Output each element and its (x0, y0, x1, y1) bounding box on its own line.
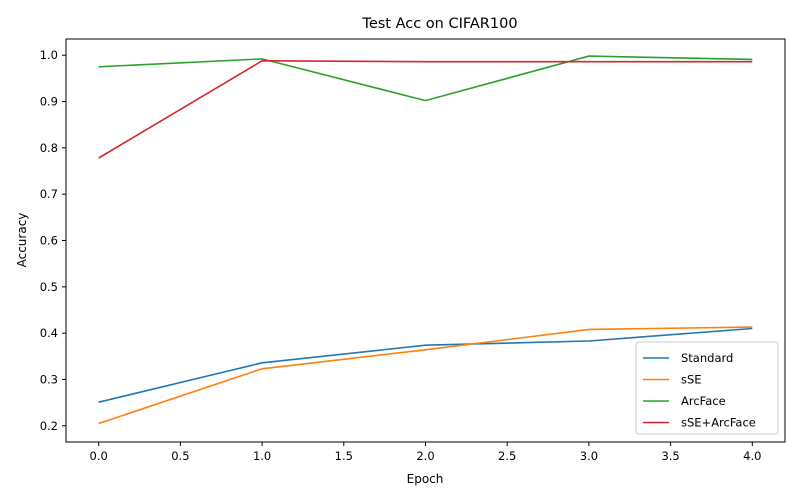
x-axis: 0.0 0.5 1.0 1.5 2.0 2.5 3.0 3.5 4.0 (90, 442, 761, 463)
legend-label-sse: sSE (681, 373, 702, 387)
y-tick-label: 0.6 (40, 234, 58, 248)
series-line-arcface (98, 55, 753, 102)
legend-label-standard: Standard (681, 351, 733, 365)
series-lines (98, 55, 753, 425)
legend-label-sse-arcface: sSE+ArcFace (681, 416, 756, 430)
legend: Standard sSE ArcFace sSE+ArcFace (635, 341, 779, 435)
x-tick-label: 0.5 (171, 449, 189, 463)
series-line-sse (98, 326, 753, 425)
legend-label-arcface: ArcFace (681, 394, 726, 408)
y-tick-label: 0.2 (40, 419, 58, 433)
y-tick-label: 0.9 (40, 95, 58, 109)
y-tick-label: 0.3 (40, 372, 58, 386)
x-tick-label: 2.0 (416, 449, 434, 463)
x-tick-label: 0.0 (90, 449, 108, 463)
x-tick-label: 2.5 (498, 449, 516, 463)
chart-title: Test Acc on CIFAR100 (361, 16, 517, 32)
y-axis: 0.2 0.3 0.4 0.5 0.6 0.7 0.8 0.9 1.0 (40, 48, 66, 433)
x-tick-label: 1.0 (253, 449, 271, 463)
y-tick-label: 0.5 (40, 280, 58, 294)
y-tick-label: 0.7 (40, 187, 58, 201)
x-axis-label: Epoch (407, 472, 444, 486)
series-line-standard (98, 327, 753, 403)
y-tick-label: 1.0 (40, 48, 58, 62)
x-tick-label: 1.5 (335, 449, 353, 463)
x-tick-label: 3.5 (661, 449, 679, 463)
x-tick-label: 4.0 (743, 449, 761, 463)
legend-box (635, 341, 779, 435)
series-line-sse-arcface (98, 59, 753, 159)
y-axis-label: Accuracy (15, 213, 29, 268)
y-tick-label: 0.4 (40, 326, 58, 340)
x-tick-label: 3.0 (580, 449, 598, 463)
y-tick-label: 0.8 (40, 141, 58, 155)
